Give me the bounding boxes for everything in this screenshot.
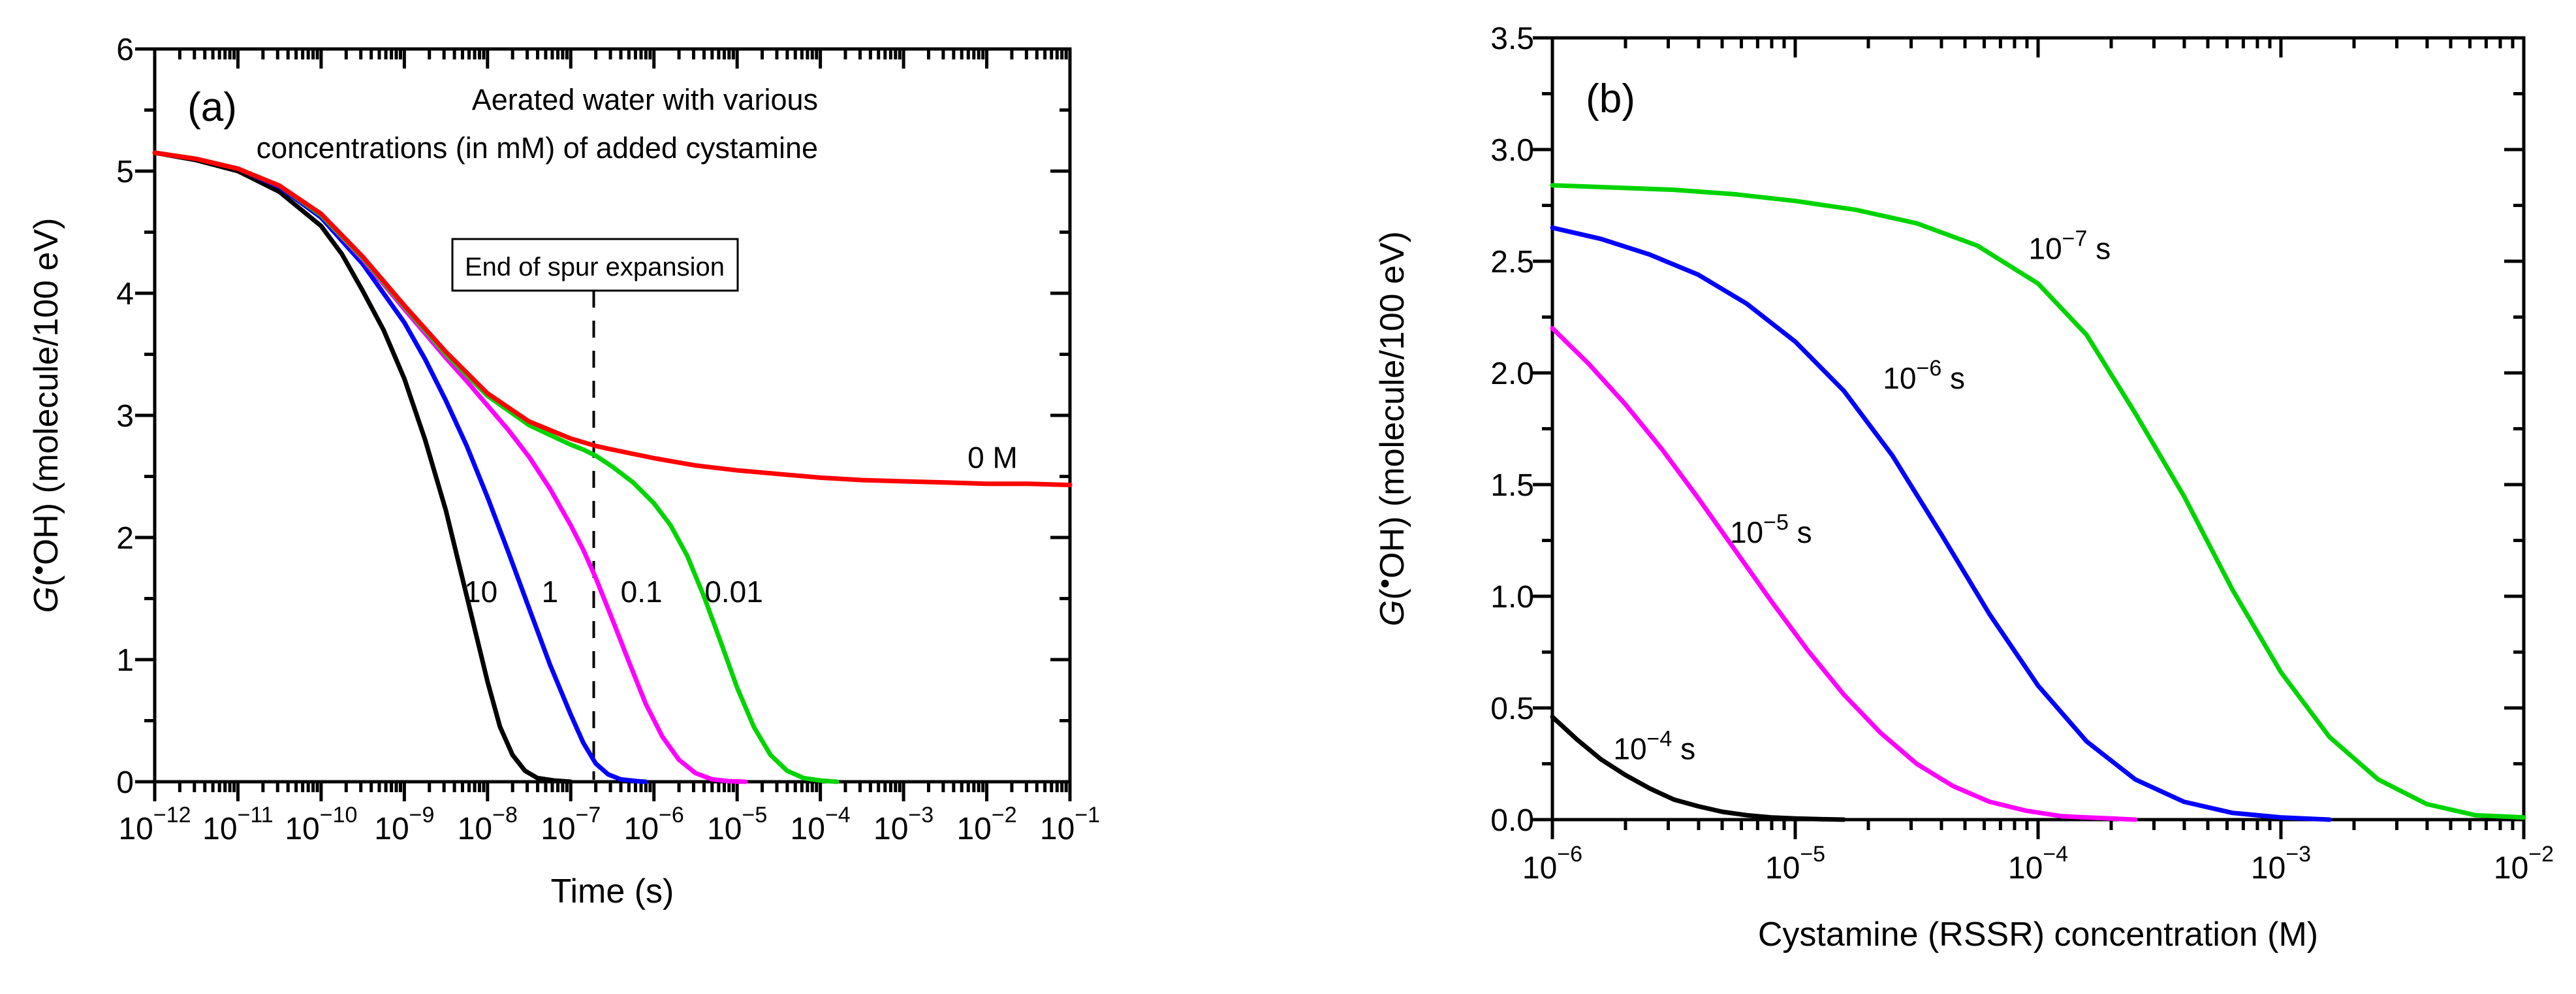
curve-label-t-1e-5-s: 10−5 s xyxy=(1730,510,1812,549)
y-tick-label-1.0: 1.0 xyxy=(1490,580,1534,615)
panel-b-extra-labels: 10−7 s 10−6 s 10−5 s 10−4 s xyxy=(1613,227,2111,766)
y-tick-label-4: 4 xyxy=(116,277,134,312)
panel-b-axes xyxy=(1533,36,2526,839)
x-tick-label-10e-1: 10−1 xyxy=(1040,803,1100,846)
panel-b-frame xyxy=(1550,36,2526,822)
x-tick-label-10e-10: 10−10 xyxy=(285,803,357,846)
y-tick-label-1.5: 1.5 xyxy=(1490,468,1534,503)
curve-label-0.01-mM-cystamine: 0.01 xyxy=(704,575,763,609)
x-tick-label-10e-5: 10−5 xyxy=(1765,842,1825,886)
curve-label-t-1e-7-s: 10−7 s xyxy=(2029,227,2111,266)
panel-a-title-line-1: Aerated water with various xyxy=(472,83,818,116)
x-tick-label-10e-8: 10−8 xyxy=(458,803,518,846)
end-of-spur-label: End of spur expansion xyxy=(465,253,725,281)
y-tick-label-0: 0 xyxy=(116,765,134,800)
panel-a-curves xyxy=(152,150,1073,784)
curve-t-1e-4-s xyxy=(1550,714,1846,822)
y-tick-label-6: 6 xyxy=(116,33,134,67)
y-tick-label-0.0: 0.0 xyxy=(1490,803,1534,838)
curve-0-M-no-cystamine- xyxy=(152,150,1073,488)
panel-a-tick-labels: 10−12 10−11 10−10 10−9 10−8 10−7 10−6 10−5 10−4 1… xyxy=(23,33,1100,846)
y-tick-label-2.5: 2.5 xyxy=(1490,245,1534,280)
panel-b-x-ticks-bottom xyxy=(1550,820,2526,839)
panel-a-x-ticks-top xyxy=(153,49,1072,69)
curve-label-t-1e-6-s: 10−6 s xyxy=(1883,356,1965,395)
y-tick-label-0.5: 0.5 xyxy=(1490,692,1534,726)
x-tick-label-10e-3: 10−3 xyxy=(2251,842,2311,886)
x-tick-label-10e-5: 10−5 xyxy=(707,803,767,846)
panel-b: (b) Cystamine (RSSR) concentration (M) 1… xyxy=(1369,22,2554,954)
x-tick-label-10e-2: 10−2 xyxy=(2494,842,2554,886)
panel-b-y-ticks-right xyxy=(2504,36,2524,822)
y-tick-label-3.5: 3.5 xyxy=(1490,22,1534,56)
panel-b-y-ticks-left xyxy=(1533,36,1552,822)
panel-b-x-ticks-top xyxy=(1550,38,2526,57)
panel-a: End of spur expansion (a) Aerated water … xyxy=(23,33,1100,910)
panel-a-y-ticks-right xyxy=(1050,47,1070,784)
panel-a-x-ticks-bottom xyxy=(153,782,1072,801)
x-tick-label-10e-12: 10−12 xyxy=(118,803,191,846)
panel-a-axes xyxy=(135,47,1072,801)
x-tick-label-10e-4: 10−4 xyxy=(2008,842,2068,886)
panel-a-y-ticks-left xyxy=(135,47,155,784)
panel-b-ylabel: G(•OH) (molecule/100 eV) xyxy=(1369,231,1411,626)
y-tick-label-2.0: 2.0 xyxy=(1490,357,1534,391)
x-tick-label-10e-9: 10−9 xyxy=(374,803,434,846)
y-tick-label-5: 5 xyxy=(116,155,134,189)
curve-label-t-1e-4-s: 10−4 s xyxy=(1613,727,1695,766)
panel-a-ylabel: G(•OH) (molecule/100 eV) xyxy=(23,218,65,613)
curve-t-1e-5-s xyxy=(1550,326,2138,822)
x-tick-label-10e-7: 10−7 xyxy=(541,803,601,846)
panel-b-xlabel: Cystamine (RSSR) concentration (M) xyxy=(1758,916,2318,954)
panel-a-tag: (a) xyxy=(187,85,237,130)
curve-t-1e-7-s xyxy=(1550,183,2526,820)
x-tick-label-10e-2: 10−2 xyxy=(956,803,1016,846)
x-tick-label-10e-6: 10−6 xyxy=(1522,842,1582,886)
curve-label-10-mM-cystamine: 10 xyxy=(464,575,497,609)
x-tick-label-10e-6: 10−6 xyxy=(624,803,684,846)
curve-label-1-mM-cystamine: 1 xyxy=(542,575,559,609)
curve-t-1e-6-s xyxy=(1550,225,2332,822)
y-tick-label-2: 2 xyxy=(116,521,134,556)
end-of-spur-box xyxy=(451,238,739,292)
curve-label-0.1-mM-cystamine: 0.1 xyxy=(621,575,663,609)
panel-b-tag: (b) xyxy=(1586,76,1635,121)
panel-a-title-line-2: concentrations (in mM) of added cystamin… xyxy=(257,131,818,165)
x-tick-label-10e-11: 10−11 xyxy=(202,803,274,846)
curve-label-0-M-no-cystamine-: 0 M xyxy=(967,440,1018,474)
panel-b-tick-labels: 10−6 10−5 10−4 10−3 10−2 0.0 0.5 1.0 1.5 2.0 2.5 3.… xyxy=(1369,22,2554,886)
y-tick-label-1: 1 xyxy=(116,643,134,678)
y-tick-label-3.0: 3.0 xyxy=(1490,133,1534,168)
curve-10-mM-cystamine xyxy=(152,150,573,784)
x-tick-label-10e-4: 10−4 xyxy=(791,803,851,846)
panel-a-extra-labels: 10 1 0.1 0.01 0 M xyxy=(464,440,1018,609)
x-tick-label-10e-3: 10−3 xyxy=(873,803,934,846)
panel-a-xlabel: Time (s) xyxy=(551,873,674,910)
y-tick-label-3: 3 xyxy=(116,399,134,434)
panel-b-curves xyxy=(1550,183,2526,822)
